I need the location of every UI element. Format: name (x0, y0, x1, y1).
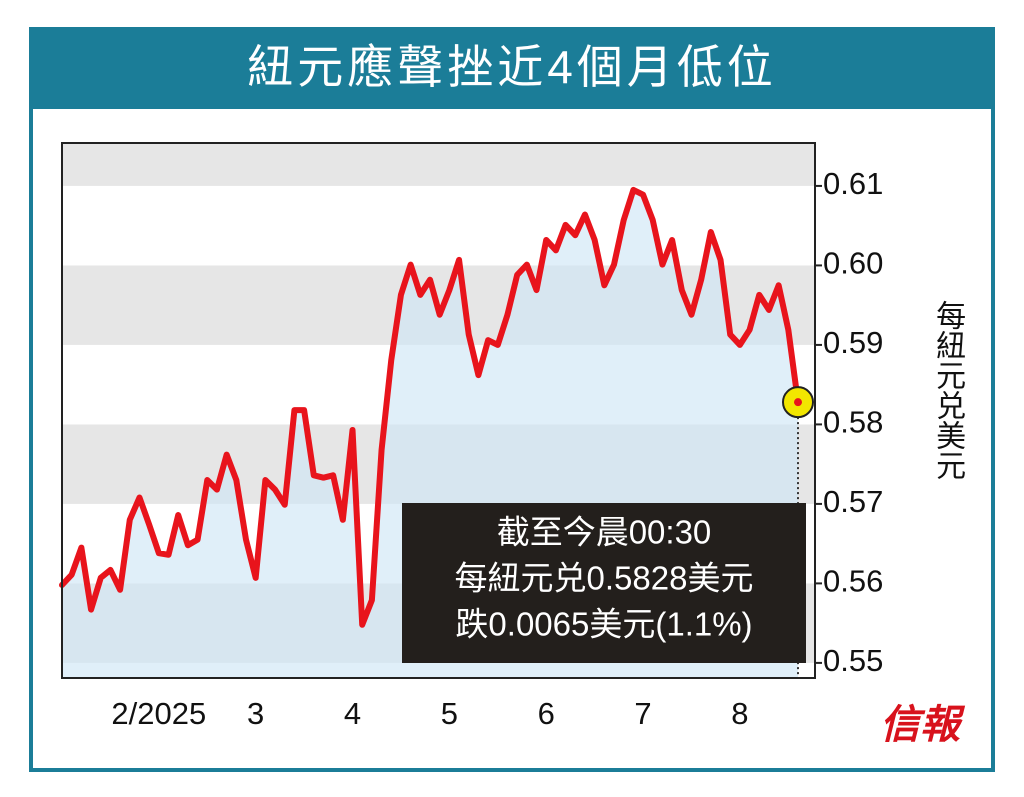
x-tick-label: 6 (538, 696, 555, 731)
plot-border (61, 142, 816, 679)
y-tick-label: 0.56 (823, 564, 883, 599)
y-tick-label: 0.60 (823, 246, 883, 281)
y-tick-label: 0.55 (823, 643, 883, 678)
x-tick-label: 5 (441, 696, 458, 731)
x-tick-label: 8 (731, 696, 748, 731)
x-tick-label: 7 (634, 696, 651, 731)
plot: 0.55 0.56 0.57 0.58 0.59 0.60 0.61 2/2025 3 4 5 6 7 8… (59, 142, 883, 731)
y-tick-label: 0.59 (823, 325, 883, 360)
y-axis-label: 每紐元兑美元 (931, 300, 965, 480)
grid-band (62, 143, 815, 186)
y-tick-label: 0.58 (823, 405, 883, 440)
x-tick-label: 4 (344, 696, 361, 731)
grid-band (62, 185, 815, 266)
annotation-text: 跌0.0065美元(1.1%) (455, 606, 752, 643)
y-tick-label: 0.61 (823, 166, 883, 201)
annotation-text: 每紐元兑0.5828美元 (455, 560, 754, 597)
x-tick-label: 3 (247, 696, 264, 731)
title-bar (31, 29, 993, 109)
line (59, 186, 801, 628)
y-tick-label: 0.57 (823, 484, 883, 519)
chart-title: 紐元應聲挫近4個月低位 (247, 41, 777, 93)
x-tick-label: 2/2025 (111, 696, 206, 731)
brand-logo: 信報 (880, 702, 966, 747)
annotation-text: 截至今晨00:30 (497, 514, 712, 551)
annotation-box (402, 503, 806, 663)
point (794, 398, 802, 407)
